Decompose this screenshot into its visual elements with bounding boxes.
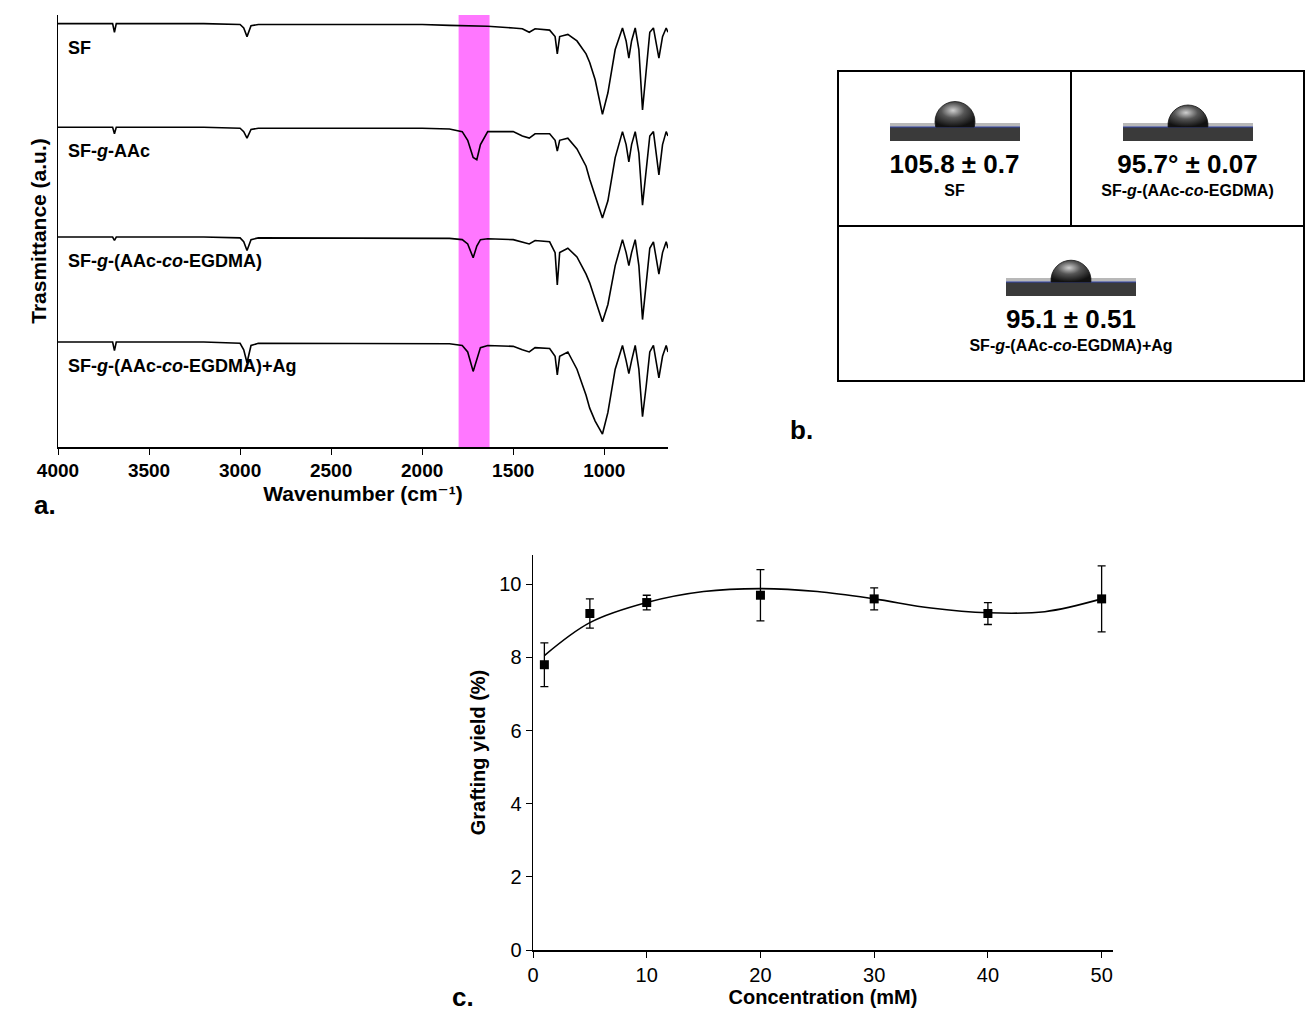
html-text:95.1 ± 0.51: 95.1 ± 0.51 bbox=[1006, 304, 1136, 334]
svg-text:SF-g-(AAc-co-EGDMA)+Ag: SF-g-(AAc-co-EGDMA)+Ag bbox=[68, 356, 297, 376]
svg-text:40: 40 bbox=[977, 964, 999, 986]
svg-text:30: 30 bbox=[863, 964, 885, 986]
svg-text:10: 10 bbox=[636, 964, 658, 986]
html-text:SF- g -(AAc- co -EGDMA)+Ag: SF- g -(AAc- co -EGDMA)+Ag bbox=[969, 337, 1173, 354]
svg-text:2000: 2000 bbox=[401, 460, 443, 481]
svg-text:Wavenumber (cm⁻¹): Wavenumber (cm⁻¹) bbox=[263, 482, 462, 505]
svg-text:4: 4 bbox=[510, 793, 521, 815]
svg-text:0: 0 bbox=[527, 964, 538, 986]
svg-text:4000: 4000 bbox=[37, 460, 79, 481]
html-text:c.: c. bbox=[452, 982, 474, 1012]
svg-text:50: 50 bbox=[1091, 964, 1113, 986]
svg-text:2500: 2500 bbox=[310, 460, 352, 481]
svg-text:Grafting yield (%): Grafting yield (%) bbox=[467, 670, 489, 836]
html-text:SF- g -(AAc- co -EGDMA): SF- g -(AAc- co -EGDMA) bbox=[1101, 182, 1274, 199]
svg-text:Concentration (mM): Concentration (mM) bbox=[729, 986, 918, 1008]
html-text:a.: a. bbox=[34, 490, 56, 520]
svg-text:SF: SF bbox=[68, 38, 91, 58]
svg-text:2: 2 bbox=[510, 866, 521, 888]
svg-text:6: 6 bbox=[510, 720, 521, 742]
svg-text:8: 8 bbox=[510, 646, 521, 668]
html-text:b.: b. bbox=[790, 415, 814, 445]
svg-text:10: 10 bbox=[499, 573, 521, 595]
svg-text:0: 0 bbox=[510, 939, 521, 961]
svg-text:SF-g-(AAc-co-EGDMA): SF-g-(AAc-co-EGDMA) bbox=[68, 251, 262, 271]
svg-text:Trasmittance (a.u.): Trasmittance (a.u.) bbox=[27, 138, 50, 324]
html-text:95.7° ± 0.07: 95.7° ± 0.07 bbox=[1117, 149, 1258, 179]
html-text:SF: SF bbox=[944, 182, 965, 199]
svg-text:20: 20 bbox=[749, 964, 771, 986]
html-text:105.8 ± 0.7: 105.8 ± 0.7 bbox=[889, 149, 1020, 179]
svg-text:SF-g-AAc: SF-g-AAc bbox=[68, 141, 150, 161]
svg-text:3000: 3000 bbox=[219, 460, 261, 481]
svg-text:1000: 1000 bbox=[583, 460, 625, 481]
svg-text:3500: 3500 bbox=[128, 460, 170, 481]
svg-text:1500: 1500 bbox=[492, 460, 534, 481]
